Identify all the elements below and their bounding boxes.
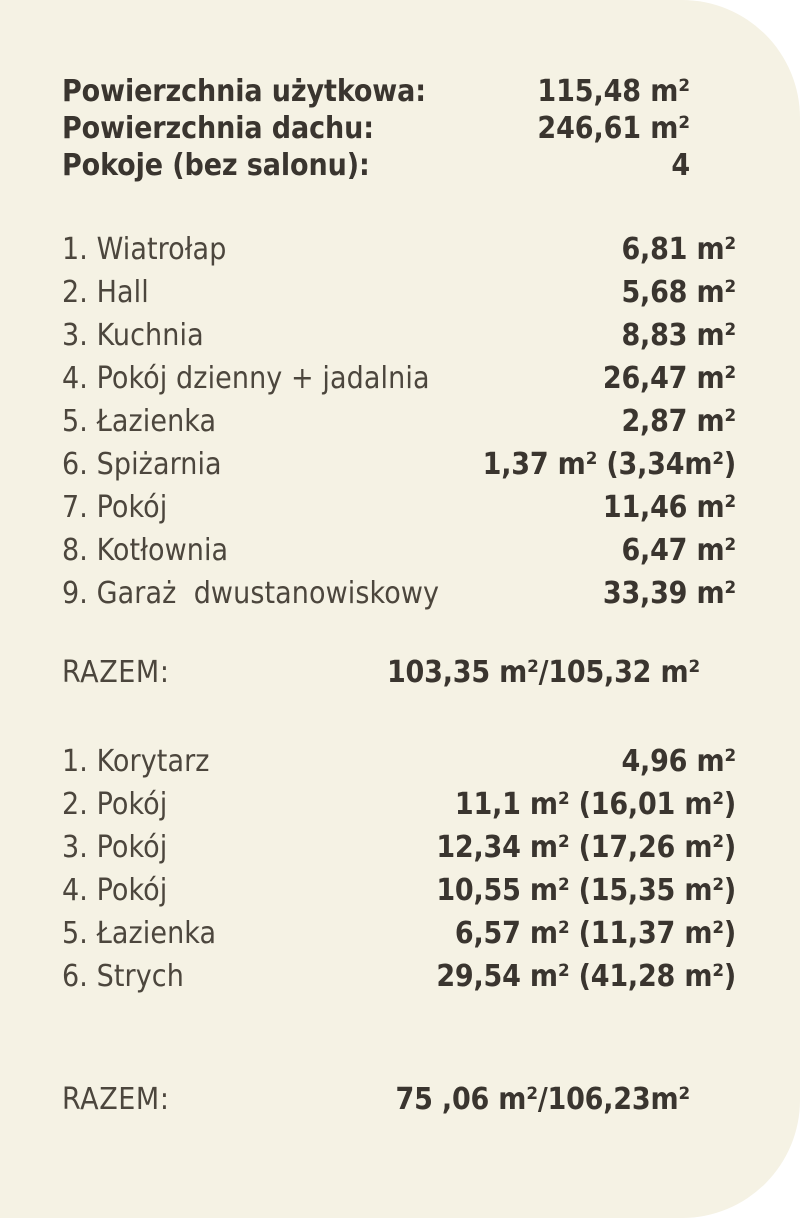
room-area: 26,47 m² (602, 361, 736, 396)
room-area: 2,87 m² (621, 404, 736, 439)
summary-value: 4 (671, 148, 690, 183)
room-area: 6,47 m² (621, 533, 736, 568)
room-area: 1,37 m² (3,34m²) (482, 447, 737, 482)
list-item: 8. Kotłownia 6,47 m² (0, 533, 800, 576)
room-area: 5,68 m² (621, 275, 736, 310)
room-label: 7. Pokój (62, 490, 168, 525)
upper-floor-room-list: 1. Korytarz 4,96 m² 2. Pokój 11,1 m² (16… (0, 744, 800, 1002)
summary-row-roof-area: Powierzchnia dachu: 246,61 m² (0, 111, 800, 148)
summary-row-room-count: Pokoje (bez salonu): 4 (0, 148, 800, 185)
room-label: 6. Strych (62, 959, 184, 994)
room-label: 4. Pokój dzienny + jadalnia (62, 361, 430, 396)
list-item: 1. Korytarz 4,96 m² (0, 744, 800, 787)
summary-block: Powierzchnia użytkowa: 115,48 m² Powierz… (0, 74, 800, 185)
room-label: 3. Kuchnia (62, 318, 204, 353)
room-label: 3. Pokój (62, 830, 168, 865)
list-item: 2. Pokój 11,1 m² (16,01 m²) (0, 787, 800, 830)
list-item: 5. Łazienka 2,87 m² (0, 404, 800, 447)
room-area: 12,34 m² (17,26 m²) (436, 830, 736, 865)
list-item: 5. Łazienka 6,57 m² (11,37 m²) (0, 916, 800, 959)
summary-value: 246,61 m² (537, 111, 690, 146)
list-item: 6. Strych 29,54 m² (41,28 m²) (0, 959, 800, 1002)
room-area: 6,81 m² (621, 232, 736, 267)
card-content: Powierzchnia użytkowa: 115,48 m² Powierz… (0, 74, 800, 1126)
room-area: 33,39 m² (602, 576, 736, 611)
room-label: 5. Łazienka (62, 404, 217, 439)
room-area: 29,54 m² (41,28 m²) (436, 959, 736, 994)
total-value: 103,35 m²/105,32 m² (386, 655, 700, 690)
room-label: 6. Spiżarnia (62, 447, 222, 482)
summary-label: Powierzchnia użytkowa: (62, 74, 426, 109)
summary-row-usable-area: Powierzchnia użytkowa: 115,48 m² (0, 74, 800, 111)
list-item: 3. Pokój 12,34 m² (17,26 m²) (0, 830, 800, 873)
list-item: 4. Pokój dzienny + jadalnia 26,47 m² (0, 361, 800, 404)
room-area: 4,96 m² (621, 744, 736, 779)
ground-floor-total-row: RAZEM: 103,35 m²/105,32 m² (0, 655, 800, 699)
summary-label: Pokoje (bez salonu): (62, 148, 370, 183)
room-label: 8. Kotłownia (62, 533, 229, 568)
total-label: RAZEM: (62, 655, 170, 690)
room-label: 5. Łazienka (62, 916, 217, 951)
total-value: 75 ,06 m²/106,23m² (395, 1082, 691, 1117)
room-area: 11,46 m² (602, 490, 736, 525)
list-item: 7. Pokój 11,46 m² (0, 490, 800, 533)
ground-floor-room-list: 1. Wiatrołap 6,81 m² 2. Hall 5,68 m² 3. … (0, 232, 800, 619)
summary-label: Powierzchnia dachu: (62, 111, 374, 146)
list-item: 2. Hall 5,68 m² (0, 275, 800, 318)
room-label: 4. Pokój (62, 873, 168, 908)
room-area: 8,83 m² (621, 318, 736, 353)
list-item: 3. Kuchnia 8,83 m² (0, 318, 800, 361)
room-area: 6,57 m² (11,37 m²) (454, 916, 736, 951)
room-label: 9. Garaż dwustanowiskowy (62, 576, 440, 611)
room-label: 2. Hall (62, 275, 149, 310)
upper-floor-total-row: RAZEM: 75 ,06 m²/106,23m² (0, 1082, 800, 1126)
list-item: 9. Garaż dwustanowiskowy 33,39 m² (0, 576, 800, 619)
room-label: 2. Pokój (62, 787, 168, 822)
room-area: 11,1 m² (16,01 m²) (454, 787, 736, 822)
list-item: 6. Spiżarnia 1,37 m² (3,34m²) (0, 447, 800, 490)
summary-value: 115,48 m² (537, 74, 690, 109)
room-area: 10,55 m² (15,35 m²) (436, 873, 736, 908)
list-item: 1. Wiatrołap 6,81 m² (0, 232, 800, 275)
total-label: RAZEM: (62, 1082, 170, 1117)
room-label: 1. Wiatrołap (62, 232, 227, 267)
room-label: 1. Korytarz (62, 744, 210, 779)
list-item: 4. Pokój 10,55 m² (15,35 m²) (0, 873, 800, 916)
